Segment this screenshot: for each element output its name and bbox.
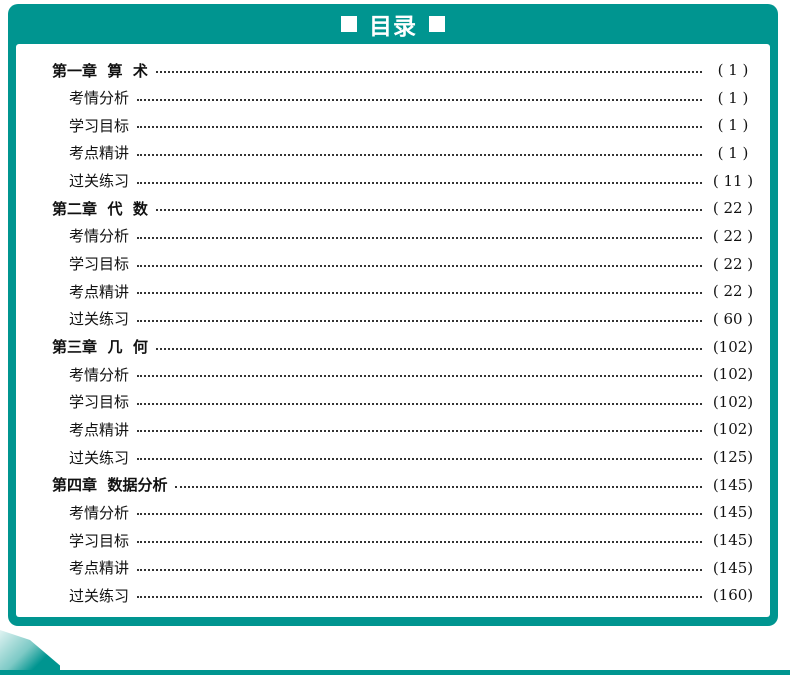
page-number: (102)	[712, 365, 754, 384]
toc-header: 目录	[8, 4, 778, 44]
dot-leader	[137, 292, 702, 295]
page-number: ( 1 )	[717, 88, 749, 107]
dot-leader	[137, 236, 702, 239]
entry-title: 考点精讲	[69, 420, 130, 439]
toc-chapter-entry[interactable]: 第三章 几 何 (102)	[16, 335, 770, 359]
dot-leader	[155, 71, 702, 73]
page-number: ( 22 )	[712, 199, 754, 218]
dot-leader	[137, 568, 702, 571]
entry-title: 过关练习	[69, 448, 130, 467]
square-icon	[341, 16, 357, 32]
toc-section-entry[interactable]: 考情分析 ( 1 )	[16, 86, 770, 110]
toc-section-entry[interactable]: 学习目标 ( 1 )	[16, 113, 770, 137]
entry-title: 第三章 几 何	[52, 338, 148, 356]
page-number: (145)	[712, 503, 754, 522]
page-number: ( 11 )	[712, 171, 754, 190]
entry-title: 第一章 算 术	[52, 61, 148, 80]
dot-leader	[137, 181, 702, 184]
toc-section-entry[interactable]: 考点精讲 ( 1 )	[16, 141, 770, 165]
toc-chapter-entry[interactable]: 第二章 代 数 ( 22 )	[16, 196, 770, 220]
dot-leader	[137, 375, 702, 378]
page-number: (102)	[712, 392, 754, 411]
entry-title: 学习目标	[69, 393, 130, 412]
dot-leader	[137, 98, 702, 101]
dot-leader	[155, 209, 702, 212]
toc-section-entry[interactable]: 过关练习 ( 11 )	[16, 169, 770, 193]
toc-chapter-entry[interactable]: 第一章 算 术 ( 1 )	[16, 58, 770, 82]
dot-leader	[137, 513, 702, 516]
page-number: ( 22 )	[712, 226, 754, 245]
page-number: (145)	[712, 558, 754, 577]
dot-leader	[137, 126, 702, 129]
toc-section-entry[interactable]: 考情分析 (145)	[16, 500, 770, 524]
page-number: (102)	[712, 420, 754, 439]
page-curl-decoration	[0, 630, 60, 674]
page-number: (125)	[712, 448, 754, 467]
square-icon	[429, 16, 445, 32]
entry-title: 考点精讲	[69, 559, 130, 578]
page-number: ( 60 )	[712, 309, 754, 328]
toc-chapter-entry[interactable]: 第四章 数据分析 (145)	[16, 473, 770, 497]
entry-title: 考点精讲	[69, 144, 130, 163]
entry-title: 学习目标	[69, 116, 130, 135]
page-number: ( 1 )	[717, 143, 749, 162]
dot-leader	[137, 458, 702, 461]
bottom-stripe	[0, 670, 790, 675]
entry-title: 过关练习	[69, 586, 130, 605]
toc-section-entry[interactable]: 学习目标 (145)	[16, 528, 770, 552]
dot-leader	[137, 596, 702, 599]
entry-title: 第四章 数据分析	[52, 476, 168, 495]
toc-section-entry[interactable]: 考情分析 ( 22 )	[16, 224, 770, 248]
toc-panel: 目录 第一章 算 术 ( 1 ) 考情分析 ( 1 ) 学习目标 ( 1 ) 考点精讲 ( 1…	[8, 4, 778, 626]
toc-section-entry[interactable]: 考点精讲 (145)	[16, 556, 770, 580]
toc-section-entry[interactable]: 学习目标 (102)	[16, 390, 770, 414]
page-number: (160)	[712, 586, 754, 605]
dot-leader	[137, 319, 702, 322]
entry-title: 考情分析	[69, 227, 130, 246]
entry-title: 考情分析	[69, 365, 130, 384]
toc-section-entry[interactable]: 考点精讲 ( 22 )	[16, 279, 770, 303]
toc-section-entry[interactable]: 考点精讲 (102)	[16, 417, 770, 441]
entry-title: 考情分析	[69, 503, 130, 522]
entry-title: 第二章 代 数	[52, 199, 148, 218]
page-number: (145)	[712, 531, 754, 550]
toc-section-entry[interactable]: 考情分析 (102)	[16, 362, 770, 386]
dot-leader	[137, 402, 702, 405]
dot-leader	[137, 264, 702, 267]
entry-title: 过关练习	[69, 172, 130, 191]
entry-title: 考情分析	[69, 89, 130, 108]
entry-title: 考点精讲	[69, 282, 130, 301]
page-number: (145)	[712, 475, 754, 494]
toc-list: 第一章 算 术 ( 1 ) 考情分析 ( 1 ) 学习目标 ( 1 ) 考点精讲 ( 1 ) 过…	[16, 44, 770, 617]
page-title: 目录	[369, 14, 417, 40]
dot-leader	[175, 485, 702, 488]
entry-title: 过关练习	[69, 310, 130, 329]
dot-leader	[137, 541, 702, 544]
entry-title: 学习目标	[69, 255, 130, 274]
dot-leader	[137, 153, 702, 156]
page-number: ( 22 )	[712, 254, 754, 273]
entry-title: 学习目标	[69, 531, 130, 550]
page-number: ( 22 )	[712, 282, 754, 301]
toc-section-entry[interactable]: 过关练习 (160)	[16, 583, 770, 607]
dot-leader	[155, 347, 702, 350]
page-number: ( 1 )	[717, 116, 749, 135]
toc-section-entry[interactable]: 过关练习 (125)	[16, 445, 770, 469]
page-number: ( 1 )	[717, 61, 749, 79]
toc-section-entry[interactable]: 过关练习 ( 60 )	[16, 307, 770, 331]
page-number: (102)	[712, 337, 754, 356]
toc-section-entry[interactable]: 学习目标 ( 22 )	[16, 252, 770, 276]
dot-leader	[137, 430, 702, 433]
